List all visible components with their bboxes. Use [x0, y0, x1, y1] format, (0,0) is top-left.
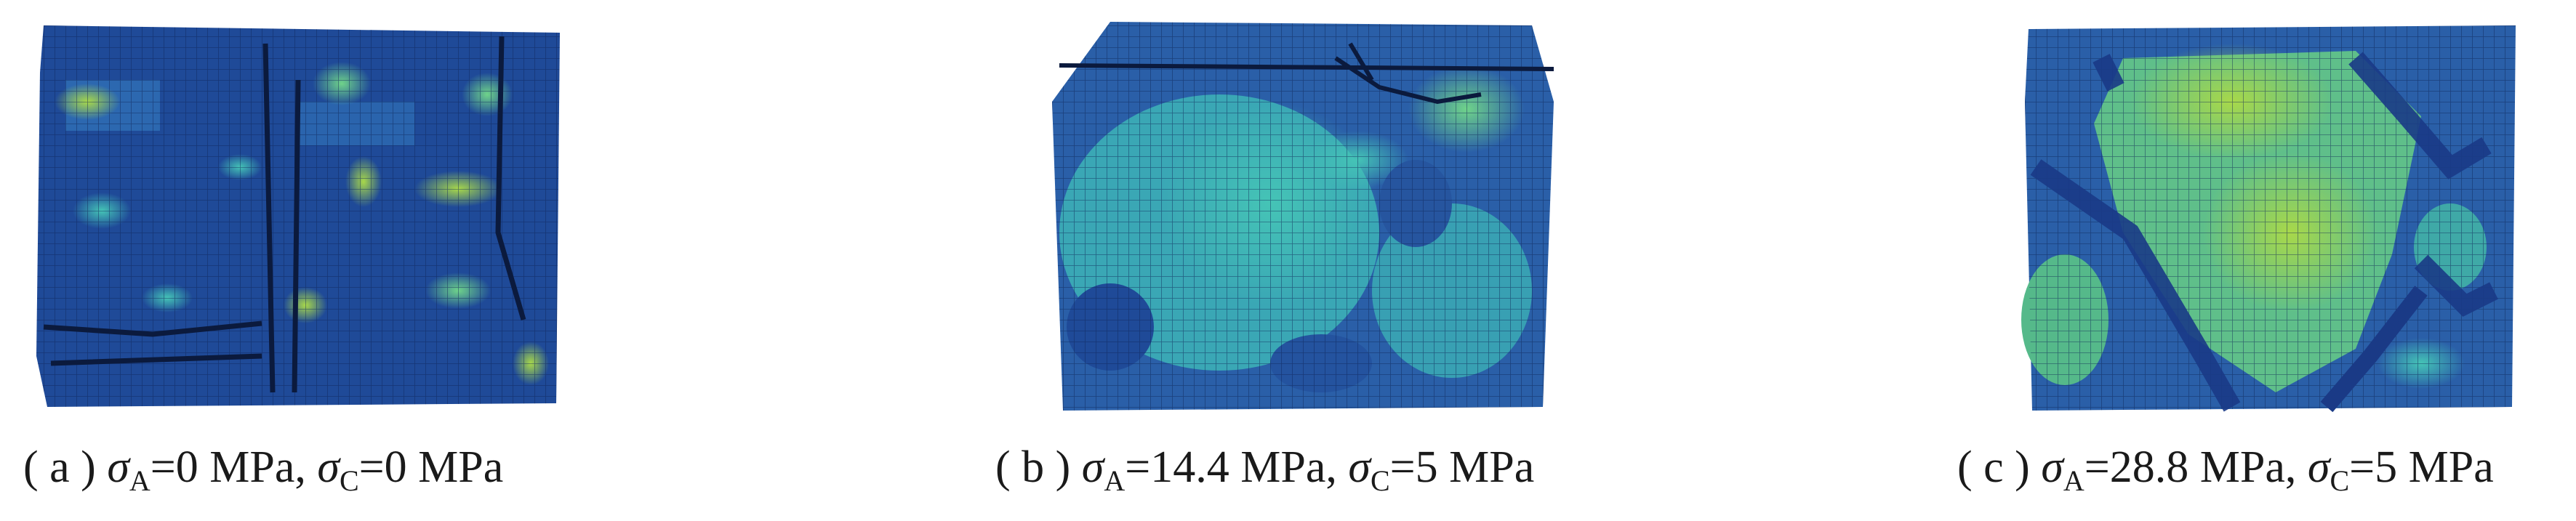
- mesh-image-a: [36, 25, 560, 407]
- sigma-symbol: σ: [317, 443, 340, 492]
- subscript-a: A: [129, 464, 151, 497]
- sigma-a-value: =14.4 MPa,: [1125, 443, 1337, 492]
- subscript-c: C: [1370, 464, 1390, 497]
- panel-label-a: ( a ): [23, 443, 96, 492]
- sigma-a-value: =0 MPa,: [150, 443, 306, 492]
- panel-c: ( c ) σA=28.8 MPa, σC=5 MPa: [1717, 0, 2576, 521]
- sigma-c-value: =0 MPa: [358, 443, 504, 492]
- sigma-symbol: σ: [2307, 443, 2330, 492]
- sigma-symbol: σ: [1081, 443, 1104, 492]
- panel-b: ( b ) σA=14.4 MPa, σC=5 MPa: [859, 0, 1717, 521]
- caption-c: ( c ) σA=28.8 MPa, σC=5 MPa: [1957, 445, 2494, 496]
- subscript-a: A: [1104, 464, 1126, 497]
- caption-a: ( a ) σA=0 MPa, σC=0 MPa: [23, 445, 503, 496]
- sigma-c-value: =5 MPa: [2349, 443, 2494, 492]
- sigma-c-value: =5 MPa: [1389, 443, 1535, 492]
- panel-a: ( a ) σA=0 MPa, σC=0 MPa: [0, 0, 859, 521]
- subscript-c: C: [2330, 464, 2350, 497]
- mesh-image-b: [1052, 22, 1554, 411]
- caption-b: ( b ) σA=14.4 MPa, σC=5 MPa: [995, 445, 1534, 496]
- sigma-symbol: σ: [107, 443, 129, 492]
- panel-label-c: ( c ): [1957, 443, 2030, 492]
- sigma-symbol: σ: [1348, 443, 1371, 492]
- mesh-image-c: [2021, 25, 2516, 413]
- panel-label-b: ( b ): [995, 443, 1071, 492]
- subscript-a: A: [2063, 464, 2085, 497]
- sigma-a-value: =28.8 MPa,: [2084, 443, 2297, 492]
- subscript-c: C: [339, 464, 359, 497]
- sigma-symbol: σ: [2041, 443, 2063, 492]
